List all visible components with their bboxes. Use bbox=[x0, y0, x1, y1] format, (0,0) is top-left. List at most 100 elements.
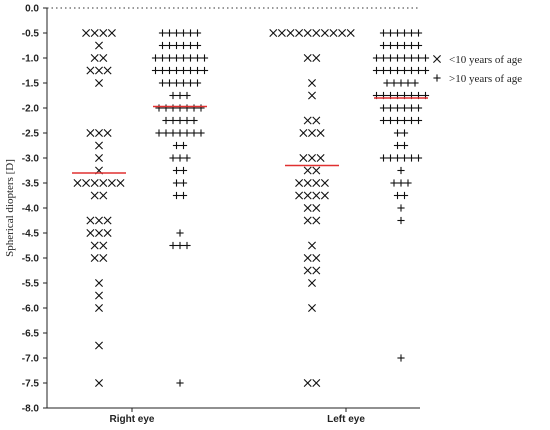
point-over-10 bbox=[393, 104, 402, 112]
point-over-10 bbox=[158, 66, 167, 75]
point-over-10 bbox=[414, 154, 423, 162]
y-tick-label: -1.5 bbox=[22, 79, 40, 90]
point-over-10 bbox=[404, 79, 412, 87]
point-under-10 bbox=[303, 254, 312, 262]
point-over-10 bbox=[172, 191, 181, 200]
point-over-10 bbox=[183, 129, 191, 137]
point-under-10 bbox=[95, 66, 103, 75]
point-over-10 bbox=[407, 154, 416, 162]
point-under-10 bbox=[303, 204, 312, 212]
point-over-10 bbox=[397, 204, 405, 212]
axes bbox=[46, 7, 420, 409]
y-tick-label: -3.5 bbox=[22, 179, 40, 190]
point-over-10 bbox=[169, 91, 177, 100]
point-over-10 bbox=[411, 79, 419, 87]
point-over-10 bbox=[414, 104, 423, 112]
point-under-10 bbox=[90, 191, 99, 200]
point-over-10 bbox=[397, 354, 405, 362]
point-under-10 bbox=[295, 191, 304, 200]
point-under-10 bbox=[103, 216, 112, 225]
y-tick-label: -5.0 bbox=[22, 254, 40, 265]
point-over-10 bbox=[165, 29, 174, 37]
point-over-10 bbox=[176, 116, 184, 125]
point-over-10 bbox=[407, 66, 416, 75]
point-over-10 bbox=[400, 141, 409, 150]
point-under-10 bbox=[312, 379, 321, 387]
point-over-10 bbox=[165, 66, 174, 75]
point-over-10 bbox=[386, 66, 395, 75]
point-under-10 bbox=[308, 91, 316, 100]
point-over-10 bbox=[179, 191, 188, 200]
point-over-10 bbox=[183, 91, 191, 100]
x-category-label: Left eye bbox=[327, 414, 365, 425]
y-tick-label: -0.5 bbox=[22, 29, 40, 40]
point-under-10 bbox=[99, 254, 108, 262]
point-over-10 bbox=[400, 41, 409, 50]
legend-x-marker-icon bbox=[433, 55, 441, 63]
y-tick-label: -6.0 bbox=[22, 304, 40, 315]
point-under-10 bbox=[308, 154, 316, 162]
point-over-10 bbox=[155, 129, 163, 137]
point-over-10 bbox=[186, 66, 195, 75]
point-over-10 bbox=[162, 104, 170, 112]
point-over-10 bbox=[183, 116, 191, 125]
point-under-10 bbox=[86, 66, 95, 75]
point-under-10 bbox=[286, 29, 295, 37]
y-tick-label: -7.0 bbox=[22, 354, 40, 365]
y-tick-label: -4.0 bbox=[22, 204, 40, 215]
point-over-10 bbox=[393, 154, 402, 162]
point-under-10 bbox=[82, 179, 91, 187]
point-under-10 bbox=[303, 266, 312, 275]
point-over-10 bbox=[386, 54, 395, 62]
point-over-10 bbox=[400, 116, 409, 125]
point-under-10 bbox=[295, 179, 304, 187]
mean-lines bbox=[72, 97, 428, 174]
point-over-10 bbox=[193, 79, 202, 87]
point-over-10 bbox=[169, 154, 177, 162]
point-under-10 bbox=[99, 179, 108, 187]
point-over-10 bbox=[421, 54, 430, 62]
point-over-10 bbox=[179, 141, 188, 150]
y-tick-label: 0.0 bbox=[25, 4, 39, 15]
point-over-10 bbox=[386, 116, 395, 125]
point-over-10 bbox=[176, 379, 184, 387]
point-over-10 bbox=[193, 66, 202, 75]
point-over-10 bbox=[407, 116, 416, 125]
point-under-10 bbox=[90, 29, 99, 37]
legend-plus-marker-icon bbox=[433, 74, 441, 82]
point-over-10 bbox=[197, 129, 205, 137]
point-over-10 bbox=[169, 129, 177, 137]
point-under-10 bbox=[95, 304, 103, 312]
point-over-10 bbox=[414, 54, 423, 62]
y-tick-label: -4.5 bbox=[22, 229, 40, 240]
point-over-10 bbox=[372, 54, 381, 62]
y-tick-label: -1.0 bbox=[22, 54, 40, 65]
point-over-10 bbox=[393, 29, 402, 37]
point-over-10 bbox=[193, 41, 202, 50]
point-under-10 bbox=[95, 291, 103, 300]
point-over-10 bbox=[172, 166, 181, 175]
point-under-10 bbox=[312, 266, 321, 275]
point-under-10 bbox=[95, 79, 103, 87]
point-over-10 bbox=[183, 154, 191, 162]
point-over-10 bbox=[414, 116, 423, 125]
point-over-10 bbox=[186, 41, 195, 50]
point-under-10 bbox=[308, 304, 316, 312]
point-under-10 bbox=[95, 341, 103, 350]
point-over-10 bbox=[158, 79, 167, 87]
point-under-10 bbox=[346, 29, 355, 37]
x-category-label: Right eye bbox=[109, 414, 154, 425]
point-under-10 bbox=[312, 204, 321, 212]
point-over-10 bbox=[414, 41, 423, 50]
y-tick-label: -2.0 bbox=[22, 104, 40, 115]
y-tick-label: -3.0 bbox=[22, 154, 40, 165]
point-over-10 bbox=[386, 104, 395, 112]
point-over-10 bbox=[151, 54, 160, 62]
point-under-10 bbox=[303, 191, 312, 200]
point-under-10 bbox=[316, 154, 325, 162]
point-under-10 bbox=[103, 129, 112, 137]
point-over-10 bbox=[169, 104, 177, 112]
point-over-10 bbox=[400, 154, 409, 162]
point-over-10 bbox=[172, 41, 181, 50]
